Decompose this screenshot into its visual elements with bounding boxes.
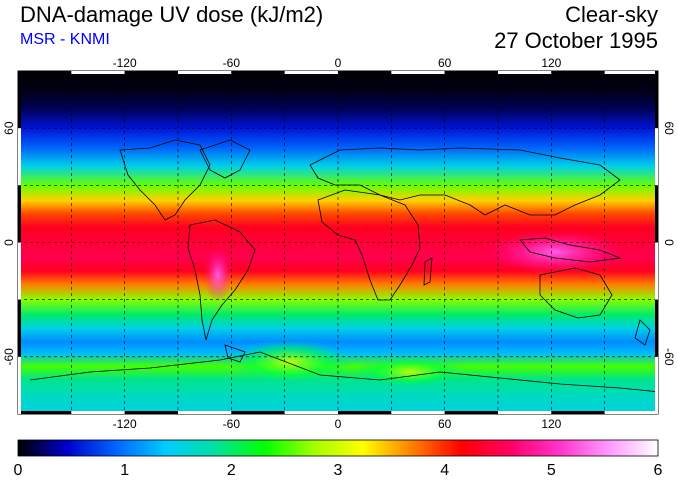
frame-bar-bottom <box>284 411 338 414</box>
longitude-label: 120 <box>541 56 561 70</box>
latitude-label: 60 <box>2 121 16 135</box>
frame-bar-bottom <box>231 411 285 414</box>
figure-date: 27 October 1995 <box>494 28 658 53</box>
frame-bar-top <box>18 71 72 74</box>
latitude-labels-right: 60 0 -60 <box>662 121 676 365</box>
colorbar-tick-label: 1 <box>120 462 129 479</box>
frame-bar-left <box>18 242 21 300</box>
longitude-labels-top: -120 -60 0 60 120 <box>113 56 562 70</box>
latitude-label: 60 <box>662 121 676 135</box>
frame-bar-top <box>124 71 178 74</box>
frame-bar-bottom <box>391 411 445 414</box>
frame-bar-right <box>655 128 658 186</box>
frame-bar-top <box>338 71 392 74</box>
frame-bar-right <box>655 356 658 414</box>
frame-bar-bottom <box>338 411 392 414</box>
frame-bar-bottom <box>551 411 605 414</box>
frame-bar-right <box>655 299 658 357</box>
frame-bar-bottom <box>178 411 232 414</box>
figure-source: MSR - KNMI <box>20 31 110 48</box>
longitude-label: -120 <box>113 56 137 70</box>
frame-bar-bottom <box>124 411 178 414</box>
longitude-label: 120 <box>541 417 561 431</box>
colorbar-tick-label: 0 <box>14 462 23 479</box>
frame-bar-bottom <box>71 411 125 414</box>
frame-bar-top <box>231 71 285 74</box>
dose-maximum-andes <box>204 247 232 303</box>
frame-bar-top <box>178 71 232 74</box>
sky-condition-label: Clear-sky <box>565 2 658 27</box>
dose-patch-antarctic-2 <box>355 356 465 388</box>
graticule <box>18 71 658 414</box>
frame-bar-right <box>655 185 658 243</box>
dose-field <box>18 71 658 414</box>
latitude-labels-left: 60 0 -60 <box>2 121 16 365</box>
colorbar-tick-label: 5 <box>547 462 556 479</box>
frame-bar-top <box>391 71 445 74</box>
frame-bar-left <box>18 356 21 414</box>
colorbar <box>17 439 659 457</box>
colorbar-labels: 0 1 2 3 4 5 6 <box>14 462 663 479</box>
longitude-label: 0 <box>335 417 342 431</box>
frame-bar-bottom <box>498 411 552 414</box>
latitude-label: 0 <box>2 239 16 246</box>
longitude-label: -120 <box>113 417 137 431</box>
longitude-label: -60 <box>223 56 241 70</box>
dose-patch-antarctic-1 <box>228 340 352 384</box>
frame-bar-top <box>604 71 658 74</box>
frame-bar-top <box>284 71 338 74</box>
frame-bar-top <box>71 71 125 74</box>
colorbar-tick-label: 4 <box>440 462 449 479</box>
latitude-label: -60 <box>662 348 676 366</box>
coastlines <box>29 139 658 393</box>
latitude-label: 0 <box>662 239 676 246</box>
frame-bar-right <box>655 71 658 129</box>
latitude-label: -60 <box>2 348 16 366</box>
colorbar-tick-label: 6 <box>654 462 663 479</box>
map-frame-ticks <box>18 71 658 414</box>
frame-bar-right <box>655 242 658 300</box>
frame-bar-top <box>551 71 605 74</box>
frame-bar-left <box>18 71 21 129</box>
frame-bar-bottom <box>18 411 72 414</box>
longitude-label: 0 <box>335 56 342 70</box>
figure-title: DNA-damage UV dose (kJ/m2) <box>20 2 324 27</box>
frame-bar-left <box>18 299 21 357</box>
colorbar-tick-label: 2 <box>227 462 236 479</box>
frame-bar-left <box>18 128 21 186</box>
longitude-label: 60 <box>438 56 452 70</box>
colorbar-tick-label: 3 <box>334 462 343 479</box>
longitude-label: -60 <box>223 417 241 431</box>
frame-bar-bottom <box>604 411 658 414</box>
dose-maximum-indonesia <box>485 230 625 274</box>
frame-bar-top <box>498 71 552 74</box>
frame-bar-left <box>18 185 21 243</box>
frame-bar-top <box>444 71 498 74</box>
longitude-label: 60 <box>438 417 452 431</box>
frame-bar-bottom <box>444 411 498 414</box>
longitude-labels-bottom: -120 -60 0 60 120 <box>113 417 562 431</box>
